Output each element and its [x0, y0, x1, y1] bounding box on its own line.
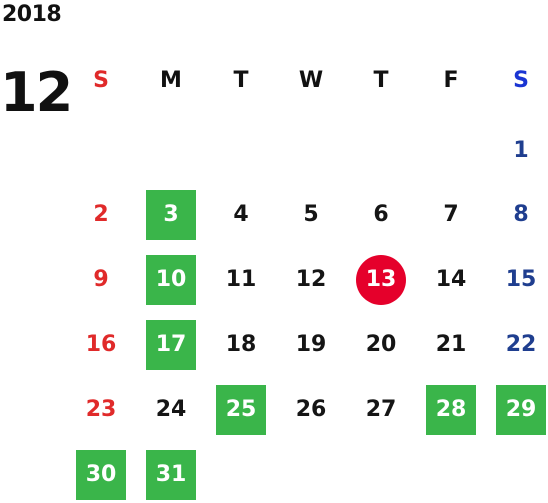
day-cell-30[interactable]: 30 [76, 450, 126, 500]
day-cell-6[interactable]: 6 [373, 202, 389, 227]
day-cell-20[interactable]: 20 [365, 332, 397, 357]
weekday-thu: T [373, 68, 389, 93]
day-cell-24[interactable]: 24 [155, 397, 187, 422]
day-cell-16[interactable]: 16 [85, 332, 117, 357]
month-label: 12 [0, 61, 73, 124]
day-cell-26[interactable]: 26 [295, 397, 327, 422]
day-cell-19[interactable]: 19 [295, 332, 327, 357]
day-cell-2[interactable]: 2 [93, 202, 109, 227]
day-cell-4[interactable]: 4 [233, 202, 249, 227]
year-label: 2018 [2, 2, 62, 27]
day-cell-14[interactable]: 14 [435, 267, 467, 292]
day-cell-29[interactable]: 29 [496, 385, 546, 435]
day-cell-17[interactable]: 17 [146, 320, 196, 370]
weekday-sat: S [513, 68, 529, 93]
day-cell-21[interactable]: 21 [435, 332, 467, 357]
day-cell-9[interactable]: 9 [93, 267, 109, 292]
day-cell-18[interactable]: 18 [225, 332, 257, 357]
day-cell-11[interactable]: 11 [225, 267, 257, 292]
day-cell-13[interactable]: 13 [356, 255, 406, 305]
day-cell-5[interactable]: 5 [303, 202, 319, 227]
day-cell-31[interactable]: 31 [146, 450, 196, 500]
day-cell-28[interactable]: 28 [426, 385, 476, 435]
day-cell-27[interactable]: 27 [365, 397, 397, 422]
weekday-wed: W [298, 68, 324, 93]
today-marker: 13 [356, 255, 406, 305]
day-cell-25[interactable]: 25 [216, 385, 266, 435]
weekday-tue: T [233, 68, 249, 93]
day-cell-7[interactable]: 7 [443, 202, 459, 227]
weekday-sun: S [93, 68, 109, 93]
day-cell-12[interactable]: 12 [295, 267, 327, 292]
day-cell-1[interactable]: 1 [513, 138, 529, 163]
weekday-fri: F [443, 68, 459, 93]
day-cell-10[interactable]: 10 [146, 255, 196, 305]
day-cell-15[interactable]: 15 [505, 267, 537, 292]
day-cell-3[interactable]: 3 [146, 190, 196, 240]
day-cell-8[interactable]: 8 [513, 202, 529, 227]
weekday-mon: M [160, 68, 182, 93]
day-cell-22[interactable]: 22 [505, 332, 537, 357]
day-cell-23[interactable]: 23 [85, 397, 117, 422]
